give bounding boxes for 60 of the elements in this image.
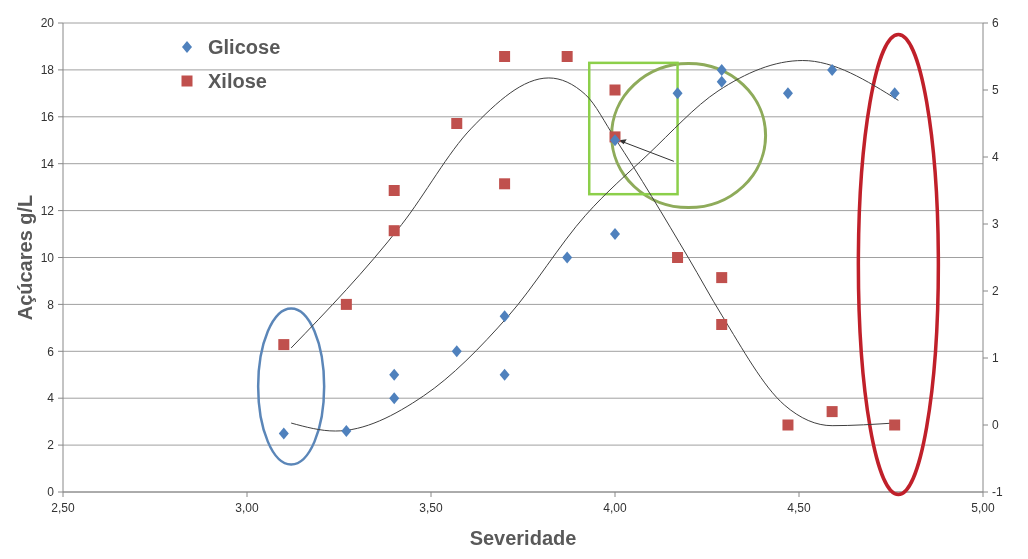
y-tick-label: 10	[40, 250, 55, 265]
point	[561, 51, 573, 62]
x-tick-label: 3,00	[235, 501, 259, 515]
point	[889, 419, 901, 431]
y-tick-label: 4	[47, 391, 55, 406]
y2-tick-label: 0	[992, 418, 999, 433]
point	[889, 87, 900, 100]
y-tick-label: 18	[40, 63, 55, 78]
y-tick-label: 2	[47, 438, 55, 453]
x-axis-title: Severidade	[469, 527, 577, 549]
point	[672, 252, 684, 263]
x-tick-label: 2,50	[51, 501, 75, 515]
point	[451, 345, 462, 358]
point	[827, 63, 838, 76]
point	[610, 228, 620, 241]
point	[782, 419, 794, 431]
y2-tick-label: 5	[992, 83, 999, 98]
y2-tick-label: -1	[992, 485, 1003, 500]
y-tick-label: 16	[40, 110, 55, 124]
y-axis-title: Açúcares g/L	[14, 194, 36, 321]
point	[562, 251, 573, 264]
y2-tick-label: 2	[992, 284, 999, 299]
x-tick-label: 4,00	[603, 501, 627, 515]
point	[716, 75, 727, 88]
point	[340, 298, 352, 310]
point	[610, 134, 620, 147]
y-tick-label: 14	[40, 156, 55, 171]
point	[716, 63, 727, 76]
y-tick-label: 12	[40, 203, 55, 218]
point	[388, 225, 400, 237]
point	[609, 84, 621, 96]
legend-label: Glicose	[208, 36, 281, 58]
y-tick-label: 8	[47, 297, 55, 312]
point	[341, 425, 352, 438]
point	[826, 406, 838, 418]
point	[716, 319, 728, 330]
legend-label: Xilose	[208, 70, 267, 92]
y-tick-label: 20	[40, 16, 55, 31]
point	[451, 118, 463, 129]
y-tick-label: 0	[47, 485, 55, 500]
point	[278, 339, 290, 351]
x-tick-label: 5,00	[971, 501, 995, 515]
point	[716, 272, 728, 284]
y2-tick-label: 3	[992, 217, 999, 232]
point	[389, 392, 400, 405]
y2-tick-label: 6	[992, 16, 999, 31]
y-tick-label: 6	[47, 344, 55, 359]
x-tick-label: 4,50	[787, 501, 811, 515]
point	[672, 87, 683, 100]
point	[278, 427, 289, 440]
point	[499, 178, 511, 190]
point	[499, 51, 511, 62]
y2-tick-label: 1	[992, 351, 999, 366]
point	[782, 87, 793, 100]
x-tick-label: 3,50	[419, 501, 443, 515]
point	[499, 310, 510, 323]
y2-tick-label: 4	[992, 150, 999, 165]
point	[388, 185, 400, 196]
point	[499, 368, 510, 381]
point	[389, 368, 400, 381]
